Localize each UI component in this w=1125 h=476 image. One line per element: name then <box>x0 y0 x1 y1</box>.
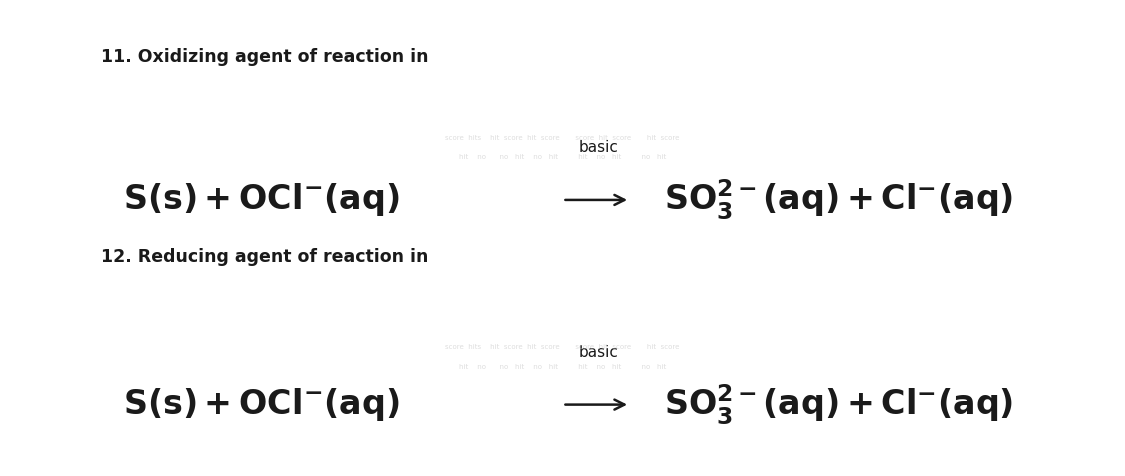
Text: basic: basic <box>579 345 619 360</box>
Text: $\mathbf{SO_3^{2-}(aq) + Cl^{-}(aq)}$: $\mathbf{SO_3^{2-}(aq) + Cl^{-}(aq)}$ <box>664 178 1014 222</box>
Text: $\mathbf{S(s) + OCl^{-}(aq)}$: $\mathbf{S(s) + OCl^{-}(aq)}$ <box>123 386 399 423</box>
Text: hit    no      no   hit    no   hit         hit    no   hit         no   hit: hit no no hit no hit hit no hit no hit <box>459 364 666 369</box>
Text: 12. Reducing agent of reaction in: 12. Reducing agent of reaction in <box>101 248 429 266</box>
Text: basic: basic <box>579 140 619 155</box>
Text: score  hits    hit  score  hit  score       score  hit  score       hit  score: score hits hit score hit score score hit… <box>446 345 680 350</box>
Text: 11. Oxidizing agent of reaction in: 11. Oxidizing agent of reaction in <box>101 48 429 66</box>
Text: score  hits    hit  score  hit  score       score  hit  score       hit  score: score hits hit score hit score score hit… <box>446 135 680 141</box>
Text: hit    no      no   hit    no   hit         hit    no   hit         no   hit: hit no no hit no hit hit no hit no hit <box>459 154 666 160</box>
Text: $\mathbf{SO_3^{2-}(aq) + Cl^{-}(aq)}$: $\mathbf{SO_3^{2-}(aq) + Cl^{-}(aq)}$ <box>664 382 1014 427</box>
Text: $\mathbf{S(s) + OCl^{-}(aq)}$: $\mathbf{S(s) + OCl^{-}(aq)}$ <box>123 181 399 218</box>
